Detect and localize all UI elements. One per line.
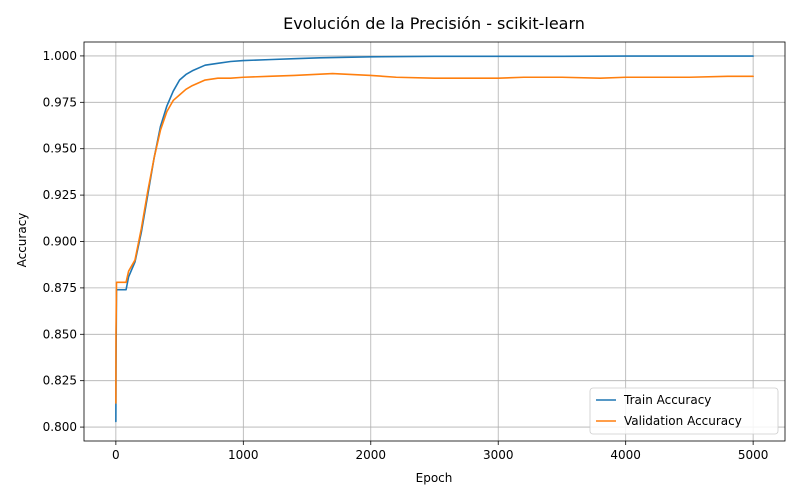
y-tick-label: 0.950 bbox=[43, 142, 77, 156]
x-tick-label: 0 bbox=[112, 448, 120, 462]
chart-title: Evolución de la Precisión - scikit-learn bbox=[283, 14, 585, 33]
legend-label: Train Accuracy bbox=[623, 393, 711, 407]
series-line-validation-accuracy bbox=[115, 72, 754, 404]
y-tick-label: 0.975 bbox=[43, 95, 77, 109]
x-tick-label: 5000 bbox=[738, 448, 769, 462]
y-tick-label: 0.825 bbox=[43, 374, 77, 388]
legend-label: Validation Accuracy bbox=[624, 414, 742, 428]
legend-box bbox=[589, 387, 779, 435]
legend: Train Accuracy Validation Accuracy bbox=[589, 387, 779, 435]
x-axis-label: Epoch bbox=[416, 471, 453, 485]
y-axis-label: Accuracy bbox=[15, 213, 29, 268]
series-layer bbox=[115, 55, 754, 423]
y-tick-label: 0.925 bbox=[43, 188, 77, 202]
y-tick-label: 0.800 bbox=[43, 420, 77, 434]
y-tick-label: 0.900 bbox=[43, 235, 77, 249]
y-tick-label: 0.875 bbox=[43, 281, 77, 295]
x-tick-label: 2000 bbox=[355, 448, 386, 462]
ticks: 0 1000 2000 3000 4000 5000 0.800 0.825 0.850 0.87… bbox=[43, 49, 769, 462]
y-tick-label: 1.000 bbox=[43, 49, 77, 63]
x-tick-label: 1000 bbox=[228, 448, 259, 462]
x-tick-label: 3000 bbox=[483, 448, 514, 462]
x-tick-label: 4000 bbox=[610, 448, 641, 462]
y-tick-label: 0.850 bbox=[43, 327, 77, 341]
series-line-train-accuracy bbox=[115, 55, 754, 423]
